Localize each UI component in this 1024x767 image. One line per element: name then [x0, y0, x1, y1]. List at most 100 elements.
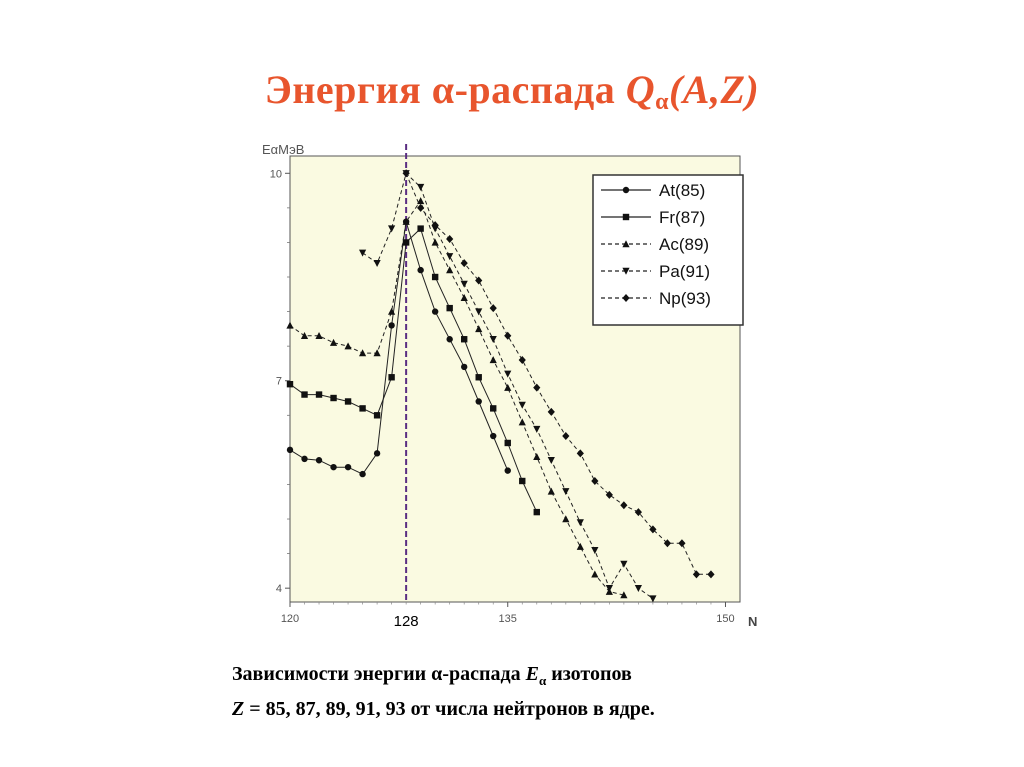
caption-z-symbol: Z [232, 698, 245, 720]
legend-label: Np(93) [659, 289, 711, 308]
series-at85 [286, 218, 511, 478]
data-point [388, 225, 396, 233]
data-point [446, 234, 454, 243]
data-point [504, 331, 512, 340]
data-point [533, 383, 541, 392]
caption-line1-end: изотопов [546, 663, 632, 685]
data-point [446, 304, 453, 312]
data-point [663, 539, 672, 548]
y-tick-label: 10 [270, 168, 282, 180]
caption-line-1: Зависимости энергии α-распада Eα изотопо… [232, 660, 852, 695]
data-point [329, 338, 338, 346]
y-tick-label: 7 [276, 376, 282, 388]
data-point [533, 452, 541, 460]
data-point [692, 570, 701, 579]
data-point [475, 308, 483, 316]
y-tick-label: 4 [276, 583, 282, 595]
data-point [649, 595, 657, 603]
data-point [547, 457, 555, 465]
data-point [286, 321, 294, 329]
data-point [519, 477, 526, 485]
data-point [344, 342, 352, 350]
figure-caption: Зависимости энергии α-распада Eα изотопо… [232, 660, 852, 723]
data-point [286, 446, 294, 454]
series-line [289, 221, 509, 475]
legend-label: Ac(89) [659, 235, 709, 254]
data-point [388, 322, 395, 329]
data-point [622, 240, 630, 248]
data-point [359, 470, 366, 478]
data-point [388, 307, 396, 315]
data-point [504, 467, 511, 474]
data-point [518, 401, 526, 409]
legend-label: Fr(87) [659, 208, 705, 227]
data-point [301, 455, 308, 463]
title-main-text: Энергия α-распада [264, 67, 626, 112]
data-point [359, 405, 366, 412]
data-point [576, 542, 584, 550]
data-point [417, 225, 424, 232]
data-point [446, 336, 453, 343]
data-point [446, 253, 454, 261]
data-point [402, 217, 410, 225]
data-point [460, 280, 468, 288]
legend-box [592, 174, 744, 326]
caption-line-2: Z = 85, 87, 89, 91, 93 от числа нейтроно… [232, 695, 852, 723]
title-arguments: (A,Z) [668, 67, 760, 112]
data-point [431, 238, 439, 246]
data-point [518, 418, 526, 426]
data-point [533, 425, 541, 433]
data-point [622, 213, 630, 221]
x-axis-label: N [748, 614, 757, 629]
x-tick-label: 120 [281, 613, 299, 625]
caption-line2-text: = 85, 87, 89, 91, 93 от числа нейтронов … [244, 698, 655, 720]
data-point [562, 432, 570, 441]
data-point [678, 539, 686, 548]
data-point [622, 186, 630, 194]
data-point [649, 525, 657, 534]
data-point [591, 570, 599, 578]
data-point [562, 488, 570, 496]
data-point [417, 266, 424, 274]
data-point [301, 391, 308, 398]
title-q-subscript: α [655, 89, 669, 115]
data-point [620, 501, 628, 510]
series-fr87 [286, 225, 540, 516]
series-line [289, 199, 625, 596]
title-q-symbol: Q [625, 67, 656, 112]
data-point [300, 331, 309, 339]
data-point [315, 457, 323, 464]
data-point [605, 584, 613, 592]
data-point [315, 331, 323, 339]
data-point [489, 336, 497, 344]
data-point [358, 249, 367, 257]
data-point [504, 370, 512, 378]
data-point [533, 508, 540, 516]
data-point [460, 293, 468, 301]
data-point [475, 325, 483, 333]
data-point [489, 356, 497, 364]
legend: At(85) Fr(87) Ac(89) Pa(91) Np(93) [592, 174, 744, 326]
caption-line1-text: Зависимости энергии α-распада [232, 663, 526, 685]
data-point [576, 449, 584, 458]
data-point [707, 570, 715, 579]
data-point [417, 183, 425, 191]
data-point [622, 294, 630, 302]
data-point [344, 463, 352, 471]
x-tick-label: 150 [716, 613, 734, 625]
data-point [634, 508, 642, 517]
data-point [446, 266, 454, 274]
legend-label: Pa(91) [659, 262, 710, 281]
y-axis-label: EαМэВ [262, 142, 304, 157]
x-tick-label: 135 [499, 613, 517, 625]
legend-label: At(85) [659, 181, 705, 200]
data-point [460, 336, 468, 343]
caption-e-subscript: α [538, 673, 547, 688]
data-point [547, 407, 555, 416]
data-point [431, 308, 439, 315]
data-point [373, 349, 381, 357]
data-point [490, 405, 497, 412]
data-point [388, 374, 395, 381]
data-point [431, 273, 439, 281]
data-point [344, 398, 352, 405]
